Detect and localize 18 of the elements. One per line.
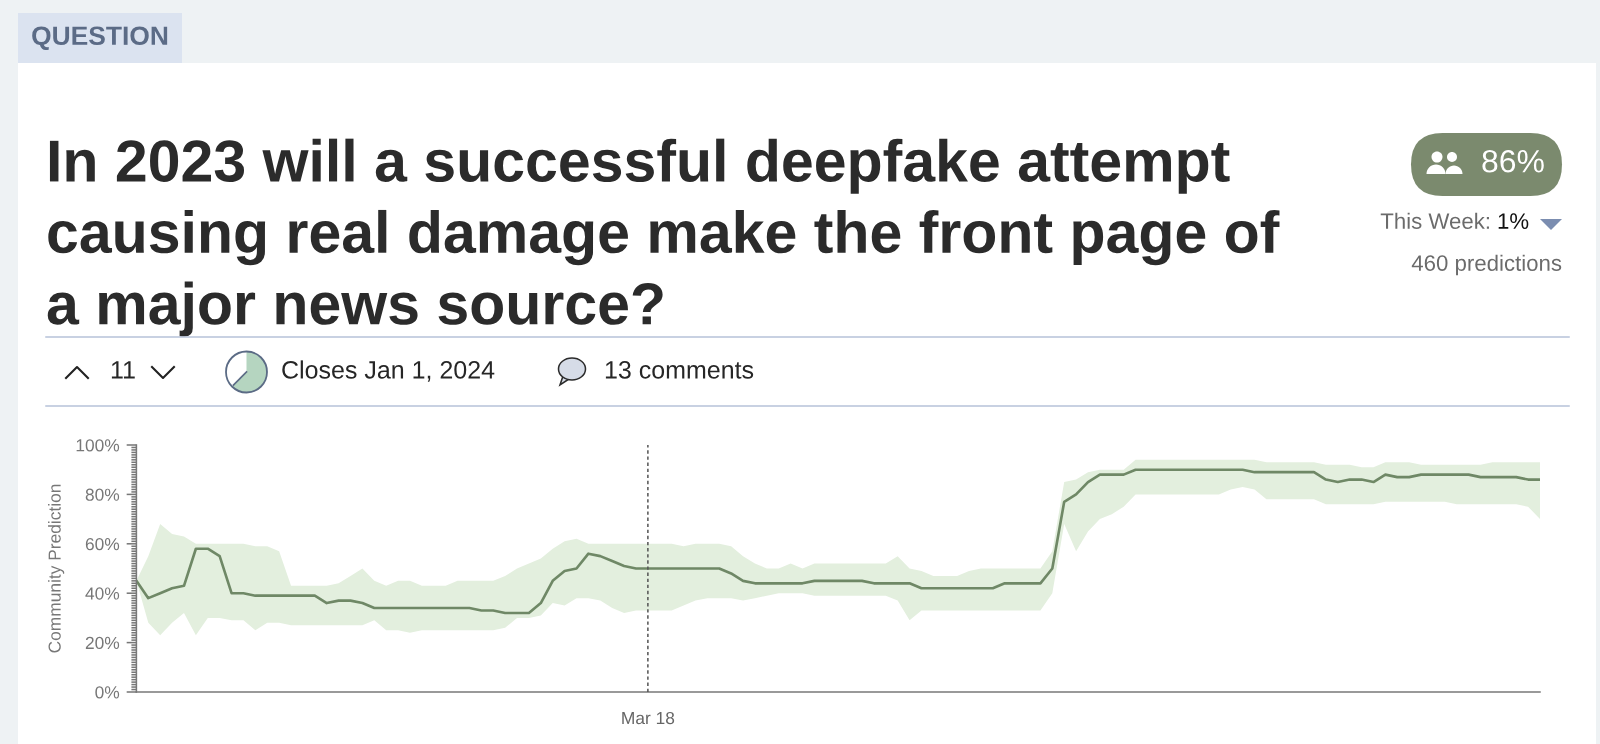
text: 11 (111, 361, 135, 379)
text: 13 comments (605, 361, 754, 379)
y-tick-label: 100% (76, 439, 120, 452)
y-tick-label: 80% (85, 488, 120, 501)
chart-title: In 2023 will a successful deepfake attempt causing real damage make the front page of a major news source? (47, 138, 1280, 337)
text: 86% (1482, 149, 1544, 173)
y-tick-label: 60% (85, 537, 120, 551)
text: This Week: (1380, 212, 1489, 229)
x-tick-label: Mar 18 (622, 711, 675, 725)
text: 460 predictions (1411, 254, 1562, 276)
text: 1% (1498, 213, 1529, 229)
text: Closes Jan 1, 2024 (282, 360, 495, 382)
y-tick-label: 20% (85, 636, 120, 650)
y-axis-title: Community Prediction (48, 484, 65, 653)
y-tick-label: 0% (95, 686, 120, 699)
y-tick-label: 40% (85, 587, 120, 600)
line-series (136, 468, 1540, 615)
text: QUESTION (32, 26, 168, 51)
